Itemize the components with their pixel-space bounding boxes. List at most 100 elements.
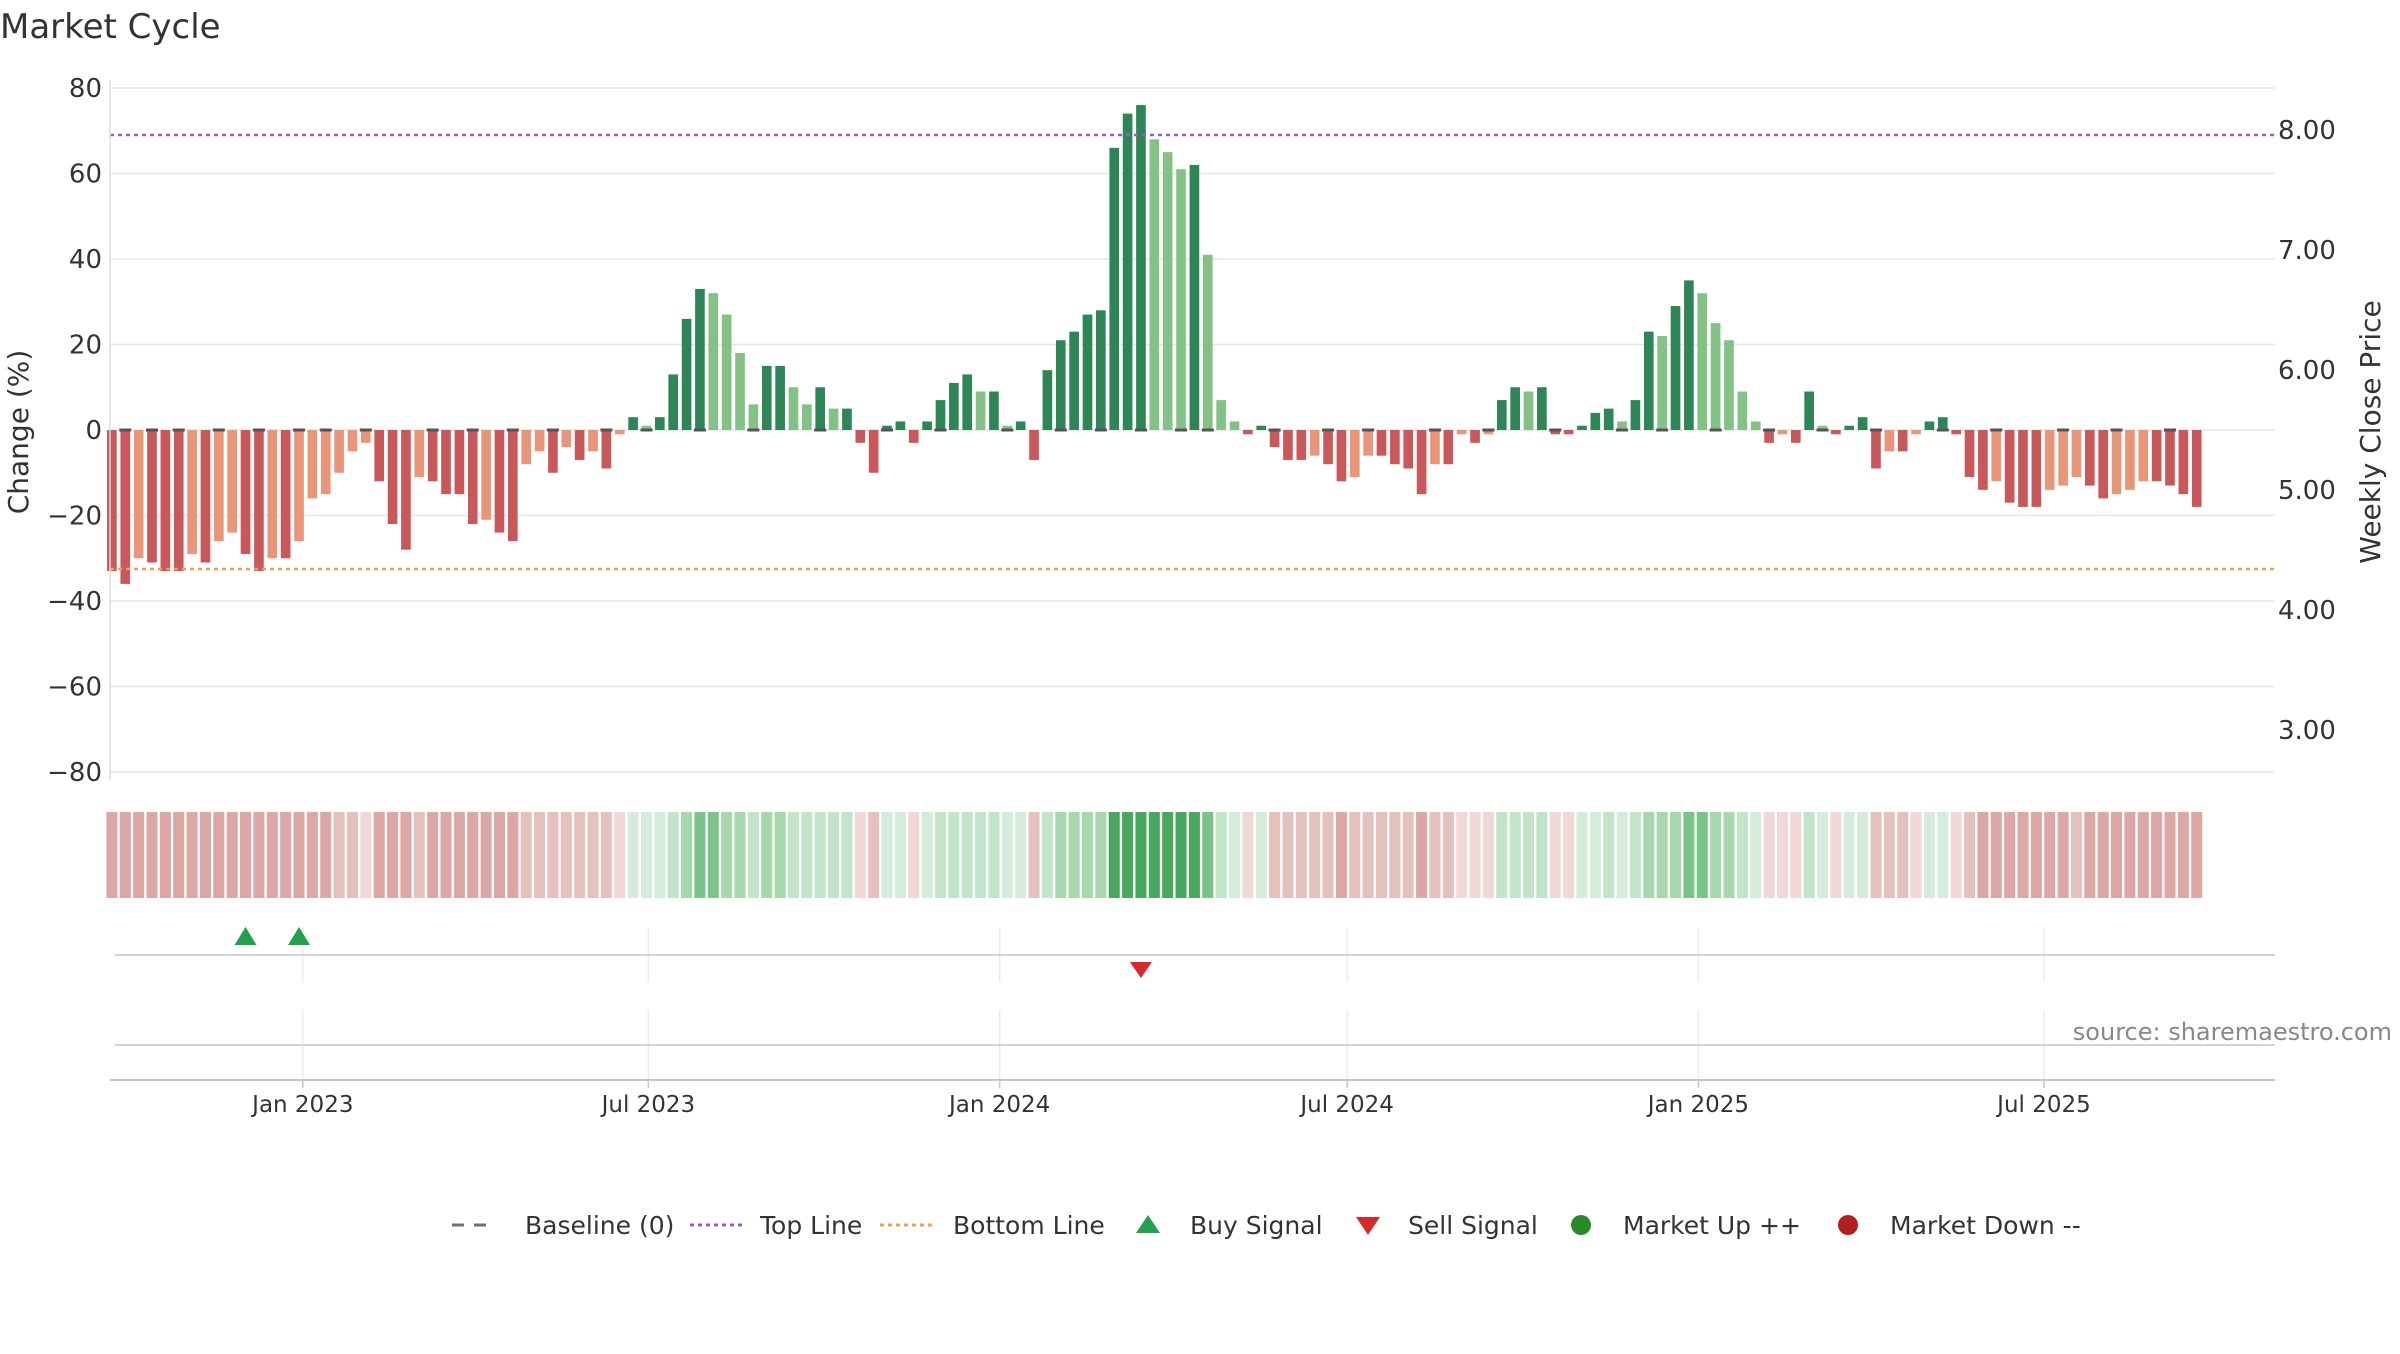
legend-marker — [1838, 1215, 1858, 1235]
legend-marker — [1571, 1215, 1591, 1235]
heat-cell — [1776, 812, 1788, 898]
bar — [721, 314, 732, 430]
heat-cell — [1282, 812, 1294, 898]
bar — [681, 318, 692, 430]
bar — [802, 404, 812, 430]
bar — [467, 430, 478, 525]
y-tick-label: 0 — [85, 416, 102, 446]
heat-cell — [1175, 812, 1187, 898]
heat-cell — [306, 812, 318, 898]
heat-cell — [1950, 812, 1962, 898]
bar — [1483, 430, 1494, 435]
bar — [775, 365, 785, 430]
bar — [1737, 391, 1748, 430]
bar — [240, 430, 251, 554]
heat-cell — [1763, 812, 1775, 898]
bar — [574, 430, 585, 460]
heat-cell — [1710, 812, 1722, 898]
baseline-dot — [2163, 428, 2176, 432]
heat-cell — [1041, 812, 1053, 898]
bar — [1643, 331, 1654, 430]
bar — [882, 425, 892, 430]
bar — [2071, 430, 2082, 478]
bar — [1844, 425, 1855, 430]
heat-cell — [1162, 812, 1174, 898]
heat-cell — [320, 812, 332, 898]
heat-cell — [440, 812, 452, 898]
baseline-dot — [1549, 428, 1562, 432]
bar — [1523, 391, 1534, 430]
bar — [1724, 340, 1734, 430]
bar — [1991, 430, 2002, 482]
baseline-dot — [1428, 428, 1441, 432]
heat-cell — [2097, 812, 2109, 898]
bar — [815, 387, 826, 430]
bar — [1416, 430, 1427, 495]
heat-cell — [1897, 812, 1909, 898]
baseline-dot — [1482, 428, 1495, 432]
bar — [2044, 430, 2055, 490]
bar — [1964, 430, 1975, 478]
bar — [2178, 430, 2189, 495]
chart-title: Market Cycle — [0, 7, 221, 47]
heat-cell — [934, 812, 947, 898]
heat-cell — [1442, 812, 1454, 898]
bar — [508, 430, 518, 542]
bar — [935, 400, 946, 430]
bar — [695, 288, 705, 430]
baseline-dot — [426, 428, 439, 432]
reference-lines — [110, 133, 2275, 571]
bar — [2018, 430, 2028, 507]
heat-cell — [467, 812, 479, 898]
heat-cell — [721, 812, 733, 898]
y-tick-label: −60 — [47, 673, 102, 703]
bar — [842, 408, 852, 430]
baseline-dot — [172, 428, 185, 432]
bar — [2111, 430, 2122, 495]
heat-cell — [1068, 812, 1080, 898]
heat-cell — [747, 812, 759, 898]
heat-cell — [734, 812, 746, 898]
bar — [187, 430, 197, 554]
bar — [1216, 400, 1226, 430]
bar — [267, 430, 278, 559]
bar — [200, 430, 211, 563]
heat-cell — [1322, 812, 1334, 898]
buy-signal-marker — [234, 927, 257, 945]
legend-label: Market Up ++ — [1623, 1211, 1801, 1240]
bar — [133, 430, 144, 559]
heat-cell — [854, 812, 866, 898]
heat-cell — [1629, 812, 1641, 898]
bar — [361, 430, 371, 443]
y-axis-label: Change (%) — [2, 350, 35, 515]
y2-tick-label: 7.00 — [2278, 236, 2336, 266]
heat-cell — [667, 812, 679, 898]
baseline-dot — [1134, 428, 1147, 432]
baseline-dot — [1268, 428, 1281, 432]
heat-cell — [1402, 812, 1414, 898]
bar — [1750, 421, 1761, 430]
baseline-dot — [212, 428, 225, 432]
heat-cell — [266, 812, 278, 898]
heat-cell — [1148, 812, 1160, 898]
heat-cell — [2151, 812, 2163, 898]
y2-axis-label: Weekly Close Price — [2354, 300, 2387, 563]
bar — [427, 430, 438, 482]
bar — [962, 374, 973, 430]
x-tick-label: Jan 2025 — [1646, 1092, 1749, 1118]
heat-cell — [1469, 812, 1481, 898]
heat-cell — [1375, 812, 1388, 898]
bar — [2151, 430, 2162, 482]
heat-cell — [1362, 812, 1374, 898]
baseline-dot — [1656, 428, 1669, 432]
bar — [614, 430, 625, 435]
bar — [1055, 340, 1066, 430]
legend-label: Bottom Line — [953, 1211, 1105, 1240]
bar — [387, 430, 398, 525]
heat-cell — [333, 812, 345, 898]
legend-label: Buy Signal — [1190, 1211, 1323, 1240]
x-tick-label: Jul 2024 — [1298, 1092, 1394, 1118]
baseline-dot — [1201, 428, 1214, 432]
heat-cell — [2004, 812, 2016, 898]
bar — [1456, 430, 1467, 435]
